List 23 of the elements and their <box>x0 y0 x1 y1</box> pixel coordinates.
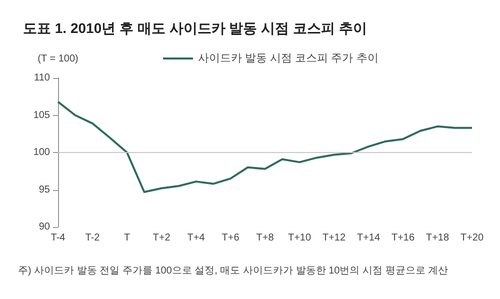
x-tick-label: T+4 <box>187 232 206 244</box>
x-tick-label: T+2 <box>152 232 171 244</box>
legend-label: 사이드카 발동 시점 코스피 주가 추이 <box>198 52 378 64</box>
y-tick-label: 100 <box>33 147 50 158</box>
text: 주) 사이드카 발동 전일 주가를 100으로 설정, 매도 사이드카가 발동한 10번의 시점 평균으로 계산 <box>18 266 448 276</box>
y-tick-label: 90 <box>38 222 50 232</box>
x-tick-label: T+10 <box>288 232 312 244</box>
x-tick-label: T+12 <box>322 232 346 244</box>
x-tick-label: T+16 <box>391 232 415 244</box>
x-tick-label: T+6 <box>222 232 240 244</box>
y-tick-label: 95 <box>38 184 50 196</box>
x-tick-label: T-4 <box>50 232 66 244</box>
x-tick-label: T+14 <box>356 232 380 244</box>
x-tick-label: T+18 <box>426 232 450 244</box>
line-series <box>57 100 473 193</box>
y-tick-label: 110 <box>34 72 50 84</box>
y-tick-label: 105 <box>33 110 50 121</box>
x-tick-label: T <box>124 232 130 244</box>
x-tick-label: T+8 <box>256 232 274 244</box>
y-axis-title: (T = 100) <box>38 54 78 64</box>
x-tick-label: T-2 <box>85 232 100 244</box>
x-tick-label: T+20 <box>460 232 484 244</box>
chart-title: 도표 1. 2010년 후 매도 사이드카 발동 시점 코스피 추이 <box>23 20 367 36</box>
